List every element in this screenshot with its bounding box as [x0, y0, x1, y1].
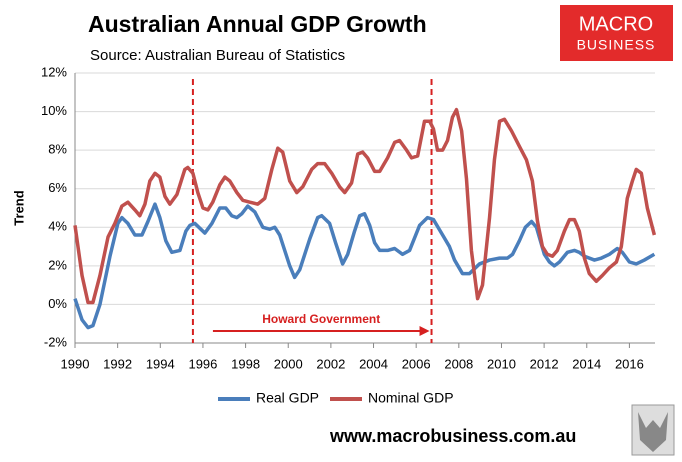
logo-text: BUSINESS — [577, 37, 656, 53]
y-tick-label: 12% — [41, 64, 67, 79]
y-tick-label: 4% — [48, 219, 67, 234]
y-tick-label: 8% — [48, 142, 67, 157]
y-tick-label: 2% — [48, 257, 67, 272]
x-tick-label: 1992 — [103, 356, 132, 371]
x-tick-label: 2008 — [444, 356, 473, 371]
annotation-arrowhead — [419, 326, 430, 336]
x-tick-label: 1990 — [61, 356, 90, 371]
legend-label: Nominal GDP — [368, 390, 454, 406]
x-tick-label: 1996 — [188, 356, 217, 371]
annotation: Howard Government — [262, 312, 380, 326]
y-tick-label: 0% — [48, 296, 67, 311]
chart-title: Australian Annual GDP Growth — [88, 11, 427, 37]
series-line — [73, 202, 656, 330]
x-tick-label: 2010 — [487, 356, 516, 371]
legend-label: Real GDP — [256, 390, 319, 406]
x-tick-label: 1998 — [231, 356, 260, 371]
series-line — [73, 107, 657, 305]
footer: www.macrobusiness.com.au — [329, 426, 576, 446]
y-axis-label: Trend — [11, 190, 26, 225]
y-tick-label: 10% — [41, 103, 67, 118]
y-tick-label: -2% — [44, 334, 68, 349]
x-tick-label: 2000 — [274, 356, 303, 371]
x-tick-label: 2004 — [359, 356, 388, 371]
logo-box — [560, 5, 673, 61]
x-tick-label: 2016 — [615, 356, 644, 371]
x-tick-label: 2006 — [402, 356, 431, 371]
x-tick-label: 2002 — [316, 356, 345, 371]
chart-subtitle: Source: Australian Bureau of Statistics — [90, 47, 345, 64]
y-tick-label: 6% — [48, 180, 67, 195]
x-tick-label: 1994 — [146, 356, 175, 371]
wolf-icon-shape — [638, 412, 668, 452]
x-tick-label: 2014 — [572, 356, 601, 371]
x-tick-label: 2012 — [530, 356, 559, 371]
logo-text: MACRO — [579, 13, 653, 35]
